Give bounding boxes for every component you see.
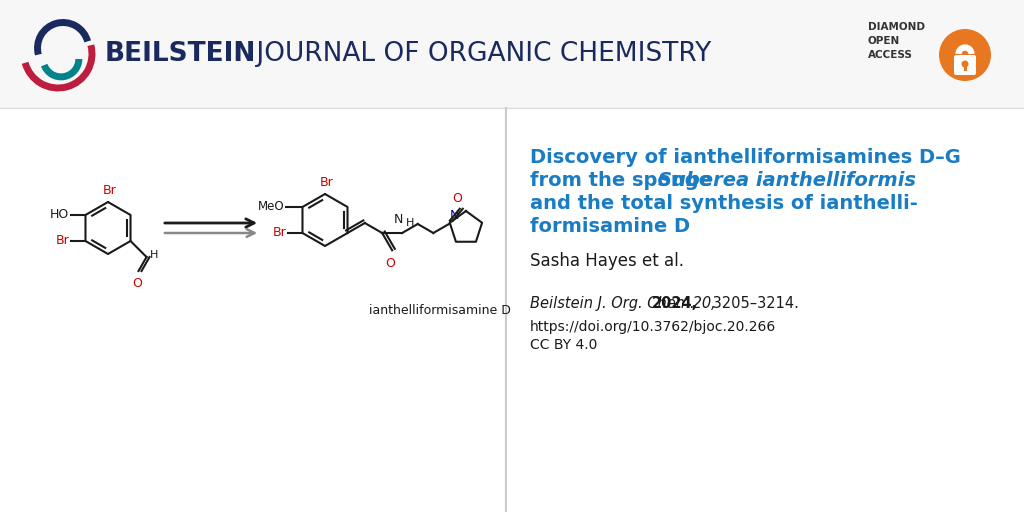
Text: H: H [150, 250, 158, 260]
Text: 3205–3214.: 3205–3214. [708, 296, 799, 311]
FancyBboxPatch shape [954, 55, 976, 75]
Text: Br: Br [103, 184, 117, 197]
Text: Br: Br [321, 176, 334, 189]
Text: O: O [452, 192, 462, 205]
Text: ianthelliformisamine D: ianthelliformisamine D [369, 304, 511, 316]
Text: and the total synthesis of ianthelli-: and the total synthesis of ianthelli- [530, 194, 918, 213]
Text: Beilstein J. Org. Chem.: Beilstein J. Org. Chem. [530, 296, 694, 311]
Text: O: O [385, 258, 395, 270]
Text: CC BY 4.0: CC BY 4.0 [530, 338, 597, 352]
Text: BEILSTEIN: BEILSTEIN [105, 41, 256, 67]
Text: HO: HO [50, 208, 70, 222]
Text: https://doi.org/10.3762/bjoc.20.266: https://doi.org/10.3762/bjoc.20.266 [530, 320, 776, 334]
Text: 2024,: 2024, [652, 296, 698, 311]
Text: N: N [393, 213, 402, 226]
Text: H: H [407, 218, 415, 228]
Text: MeO: MeO [258, 200, 285, 212]
Text: formisamine D: formisamine D [530, 217, 690, 236]
Text: Sasha Hayes et al.: Sasha Hayes et al. [530, 252, 684, 270]
Text: Discovery of ianthelliformisamines D–G: Discovery of ianthelliformisamines D–G [530, 148, 961, 167]
Text: Br: Br [55, 234, 70, 247]
Text: Br: Br [272, 226, 287, 240]
Text: 20,: 20, [688, 296, 716, 311]
FancyBboxPatch shape [964, 63, 967, 71]
Circle shape [962, 60, 969, 68]
Circle shape [939, 29, 991, 81]
Text: JOURNAL OF ORGANIC CHEMISTRY: JOURNAL OF ORGANIC CHEMISTRY [248, 41, 712, 67]
Text: Suberea ianthelliformis: Suberea ianthelliformis [658, 171, 916, 190]
FancyBboxPatch shape [0, 0, 1024, 108]
Text: from the sponge: from the sponge [530, 171, 719, 190]
Text: DIAMOND: DIAMOND [868, 22, 925, 32]
Text: N: N [450, 209, 460, 222]
Text: ACCESS: ACCESS [868, 50, 912, 60]
Text: OPEN: OPEN [868, 36, 900, 46]
Text: O: O [132, 277, 142, 290]
